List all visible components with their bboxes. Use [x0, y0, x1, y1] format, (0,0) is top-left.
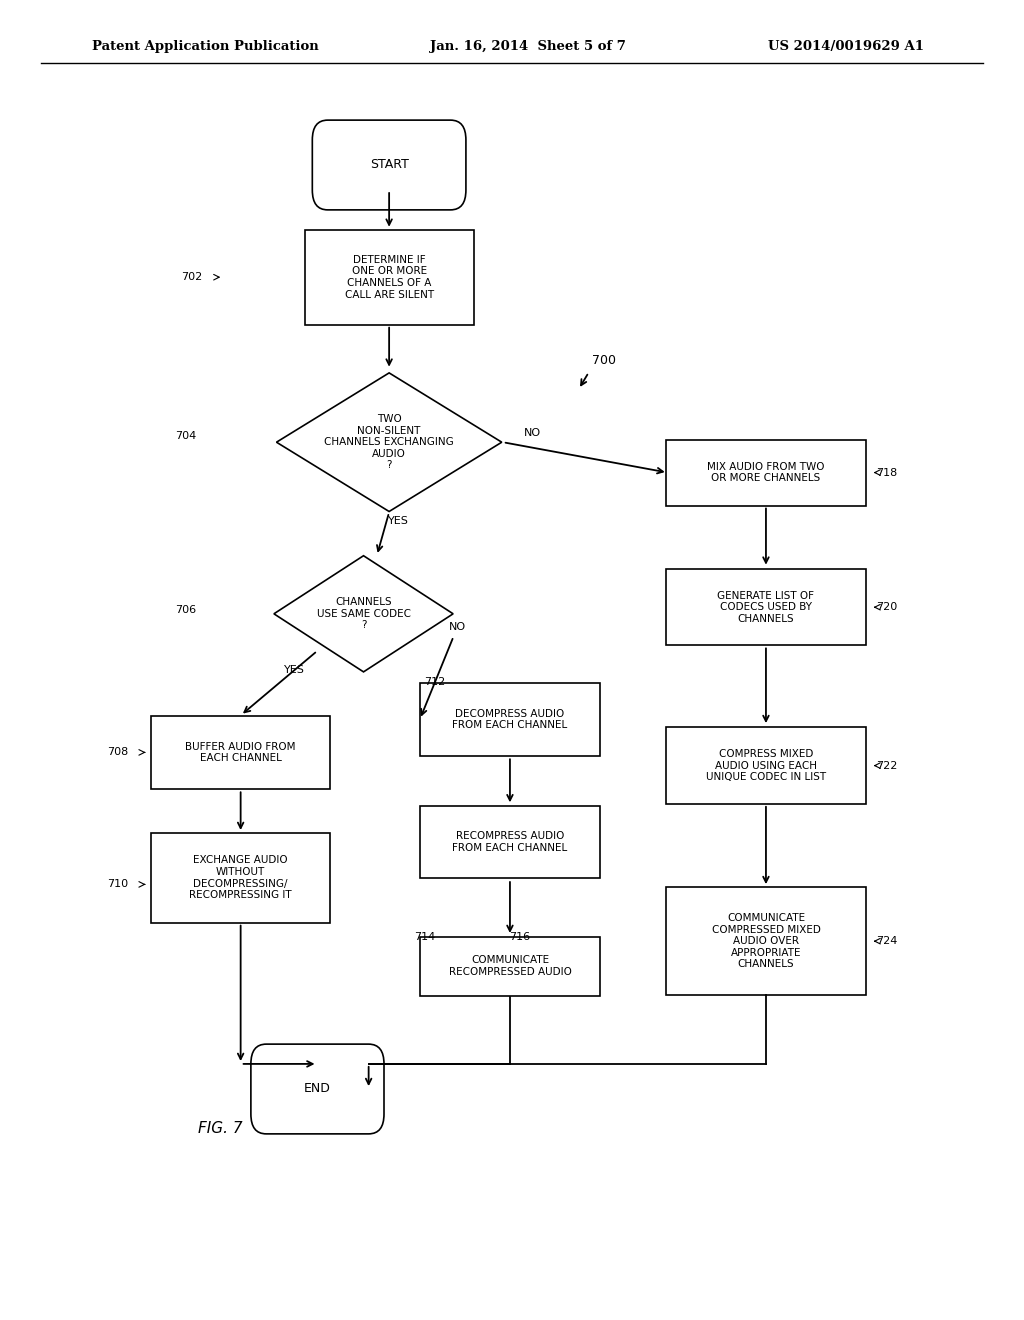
FancyBboxPatch shape: [312, 120, 466, 210]
Text: START: START: [370, 158, 409, 172]
FancyBboxPatch shape: [305, 230, 473, 325]
Text: GENERATE LIST OF
CODECS USED BY
CHANNELS: GENERATE LIST OF CODECS USED BY CHANNELS: [718, 590, 814, 624]
Text: NO: NO: [524, 428, 541, 438]
Text: YES: YES: [388, 516, 409, 525]
Text: 708: 708: [106, 747, 128, 758]
Polygon shape: [276, 372, 502, 511]
Text: 722: 722: [877, 760, 898, 771]
Text: Patent Application Publication: Patent Application Publication: [92, 40, 318, 53]
Text: 706: 706: [175, 605, 197, 615]
FancyBboxPatch shape: [420, 937, 599, 995]
Text: TWO
NON-SILENT
CHANNELS EXCHANGING
AUDIO
?: TWO NON-SILENT CHANNELS EXCHANGING AUDIO…: [325, 414, 454, 470]
FancyBboxPatch shape: [420, 805, 599, 879]
FancyBboxPatch shape: [152, 833, 330, 923]
Text: 720: 720: [877, 602, 898, 612]
Text: 702: 702: [181, 272, 203, 282]
Text: YES: YES: [284, 665, 305, 675]
Text: DETERMINE IF
ONE OR MORE
CHANNELS OF A
CALL ARE SILENT: DETERMINE IF ONE OR MORE CHANNELS OF A C…: [344, 255, 434, 300]
Text: 710: 710: [106, 879, 128, 890]
Text: RECOMPRESS AUDIO
FROM EACH CHANNEL: RECOMPRESS AUDIO FROM EACH CHANNEL: [453, 832, 567, 853]
Text: COMMUNICATE
RECOMPRESSED AUDIO: COMMUNICATE RECOMPRESSED AUDIO: [449, 956, 571, 977]
Text: 716: 716: [509, 932, 530, 942]
Text: 724: 724: [877, 936, 898, 946]
FancyBboxPatch shape: [152, 715, 330, 789]
FancyBboxPatch shape: [666, 440, 865, 506]
Text: 714: 714: [414, 932, 435, 942]
Polygon shape: [273, 556, 453, 672]
Text: BUFFER AUDIO FROM
EACH CHANNEL: BUFFER AUDIO FROM EACH CHANNEL: [185, 742, 296, 763]
Text: 712: 712: [424, 677, 445, 688]
Text: COMPRESS MIXED
AUDIO USING EACH
UNIQUE CODEC IN LIST: COMPRESS MIXED AUDIO USING EACH UNIQUE C…: [706, 748, 826, 783]
Text: FIG. 7: FIG. 7: [198, 1121, 243, 1137]
FancyBboxPatch shape: [251, 1044, 384, 1134]
FancyBboxPatch shape: [666, 887, 865, 995]
Text: END: END: [304, 1082, 331, 1096]
Text: Jan. 16, 2014  Sheet 5 of 7: Jan. 16, 2014 Sheet 5 of 7: [430, 40, 626, 53]
Text: EXCHANGE AUDIO
WITHOUT
DECOMPRESSING/
RECOMPRESSING IT: EXCHANGE AUDIO WITHOUT DECOMPRESSING/ RE…: [189, 855, 292, 900]
Text: 704: 704: [175, 430, 197, 441]
Text: 700: 700: [592, 354, 616, 367]
Text: DECOMPRESS AUDIO
FROM EACH CHANNEL: DECOMPRESS AUDIO FROM EACH CHANNEL: [453, 709, 567, 730]
Text: MIX AUDIO FROM TWO
OR MORE CHANNELS: MIX AUDIO FROM TWO OR MORE CHANNELS: [708, 462, 824, 483]
Text: CHANNELS
USE SAME CODEC
?: CHANNELS USE SAME CODEC ?: [316, 597, 411, 631]
Text: NO: NO: [450, 622, 466, 632]
Text: US 2014/0019629 A1: US 2014/0019629 A1: [768, 40, 924, 53]
Text: 718: 718: [877, 467, 898, 478]
Text: COMMUNICATE
COMPRESSED MIXED
AUDIO OVER
APPROPRIATE
CHANNELS: COMMUNICATE COMPRESSED MIXED AUDIO OVER …: [712, 913, 820, 969]
FancyBboxPatch shape: [666, 569, 865, 645]
FancyBboxPatch shape: [666, 727, 865, 804]
FancyBboxPatch shape: [420, 684, 599, 755]
